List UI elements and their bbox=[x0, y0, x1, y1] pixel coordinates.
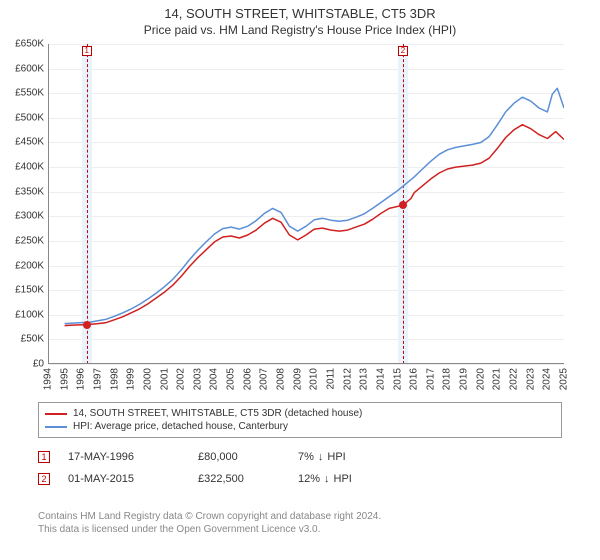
transaction-dot bbox=[83, 321, 91, 329]
x-tick-label: 2023 bbox=[525, 368, 536, 390]
legend-swatch-subject bbox=[45, 413, 67, 415]
y-tick-label: £100K bbox=[15, 309, 44, 320]
legend-swatch-hpi bbox=[45, 426, 67, 428]
legend-label-hpi: HPI: Average price, detached house, Cant… bbox=[73, 421, 288, 432]
series-svg bbox=[48, 44, 564, 364]
x-tick-label: 1998 bbox=[109, 368, 120, 390]
delta-reference: HPI bbox=[327, 451, 345, 463]
x-tick-label: 2025 bbox=[559, 368, 570, 390]
y-tick-label: £50K bbox=[21, 334, 44, 345]
x-tick-label: 2000 bbox=[142, 368, 153, 390]
y-tick-label: £550K bbox=[15, 88, 44, 99]
transaction-row-price: £322,500 bbox=[198, 473, 298, 485]
chart-plot-area: £0£50K£100K£150K£200K£250K£300K£350K£400… bbox=[48, 44, 564, 364]
x-tick-label: 2019 bbox=[459, 368, 470, 390]
transaction-marker: 1 bbox=[82, 46, 92, 56]
arrow-down-icon: ↓ bbox=[318, 451, 324, 463]
y-tick-label: £600K bbox=[15, 63, 44, 74]
y-tick-label: £150K bbox=[15, 285, 44, 296]
x-tick-label: 1996 bbox=[76, 368, 87, 390]
x-tick-label: 2008 bbox=[276, 368, 287, 390]
x-tick-label: 2006 bbox=[242, 368, 253, 390]
transaction-row: 2 01-MAY-2015£322,50012% ↓ HPI bbox=[38, 468, 562, 490]
x-tick-label: 2009 bbox=[292, 368, 303, 390]
y-tick-label: £250K bbox=[15, 235, 44, 246]
y-tick-label: £500K bbox=[15, 112, 44, 123]
x-tick-label: 2021 bbox=[492, 368, 503, 390]
x-tick-label: 2004 bbox=[209, 368, 220, 390]
x-tick-label: 2016 bbox=[409, 368, 420, 390]
x-tick-label: 2001 bbox=[159, 368, 170, 390]
delta-percent: 12% bbox=[298, 473, 320, 485]
title-subtitle: Price paid vs. HM Land Registry's House … bbox=[0, 21, 600, 37]
legend-label-subject: 14, SOUTH STREET, WHITSTABLE, CT5 3DR (d… bbox=[73, 408, 362, 419]
transaction-row-date: 17-MAY-1996 bbox=[68, 451, 198, 463]
x-tick-label: 2014 bbox=[375, 368, 386, 390]
x-tick-label: 1999 bbox=[126, 368, 137, 390]
x-tick-label: 1995 bbox=[59, 368, 70, 390]
series-line-subject bbox=[65, 125, 564, 326]
x-tick-label: 2005 bbox=[226, 368, 237, 390]
y-tick-label: £350K bbox=[15, 186, 44, 197]
x-tick-label: 2013 bbox=[359, 368, 370, 390]
series-line-hpi bbox=[65, 88, 564, 323]
transactions-table: 117-MAY-1996£80,0007%↓HPI201-MAY-2015£32… bbox=[38, 446, 562, 490]
x-tick-label: 2007 bbox=[259, 368, 270, 390]
gridline bbox=[48, 364, 564, 365]
transaction-row-date: 01-MAY-2015 bbox=[68, 473, 198, 485]
transaction-dot bbox=[399, 201, 407, 209]
x-tick-label: 2011 bbox=[325, 368, 336, 390]
x-tick-label: 1994 bbox=[43, 368, 54, 390]
footnote-line1: Contains HM Land Registry data © Crown c… bbox=[38, 510, 562, 523]
x-tick-label: 2012 bbox=[342, 368, 353, 390]
footnote: Contains HM Land Registry data © Crown c… bbox=[38, 510, 562, 536]
arrow-down-icon: ↓ bbox=[324, 473, 330, 485]
transaction-row-delta: 7% ↓HPI bbox=[298, 451, 346, 463]
footnote-line2: This data is licensed under the Open Gov… bbox=[38, 523, 562, 536]
transaction-row-price: £80,000 bbox=[198, 451, 298, 463]
y-tick-label: £450K bbox=[15, 137, 44, 148]
transaction-row-marker: 1 bbox=[38, 451, 50, 463]
x-tick-label: 2022 bbox=[509, 368, 520, 390]
x-tick-label: 2015 bbox=[392, 368, 403, 390]
y-tick-label: £400K bbox=[15, 162, 44, 173]
x-tick-label: 1997 bbox=[92, 368, 103, 390]
transaction-row-delta: 12% ↓ HPI bbox=[298, 473, 352, 485]
y-tick-label: £650K bbox=[15, 39, 44, 50]
transaction-row-marker: 2 bbox=[38, 473, 50, 485]
x-tick-label: 2020 bbox=[475, 368, 486, 390]
x-tick-label: 2018 bbox=[442, 368, 453, 390]
legend-row-subject: 14, SOUTH STREET, WHITSTABLE, CT5 3DR (d… bbox=[45, 407, 555, 420]
x-tick-label: 2010 bbox=[309, 368, 320, 390]
transaction-row: 1 17-MAY-1996£80,0007% ↓HPI bbox=[38, 446, 562, 468]
x-tick-label: 2003 bbox=[192, 368, 203, 390]
x-tick-label: 2024 bbox=[542, 368, 553, 390]
delta-percent: 7% bbox=[298, 451, 314, 463]
legend-row-hpi: HPI: Average price, detached house, Cant… bbox=[45, 420, 555, 433]
transaction-marker: 2 bbox=[398, 46, 408, 56]
delta-reference: HPI bbox=[334, 473, 352, 485]
title-address: 14, SOUTH STREET, WHITSTABLE, CT5 3DR bbox=[0, 0, 600, 21]
y-tick-label: £300K bbox=[15, 211, 44, 222]
x-tick-label: 2002 bbox=[176, 368, 187, 390]
y-tick-label: £200K bbox=[15, 260, 44, 271]
x-tick-label: 2017 bbox=[425, 368, 436, 390]
legend-box: 14, SOUTH STREET, WHITSTABLE, CT5 3DR (d… bbox=[38, 402, 562, 438]
